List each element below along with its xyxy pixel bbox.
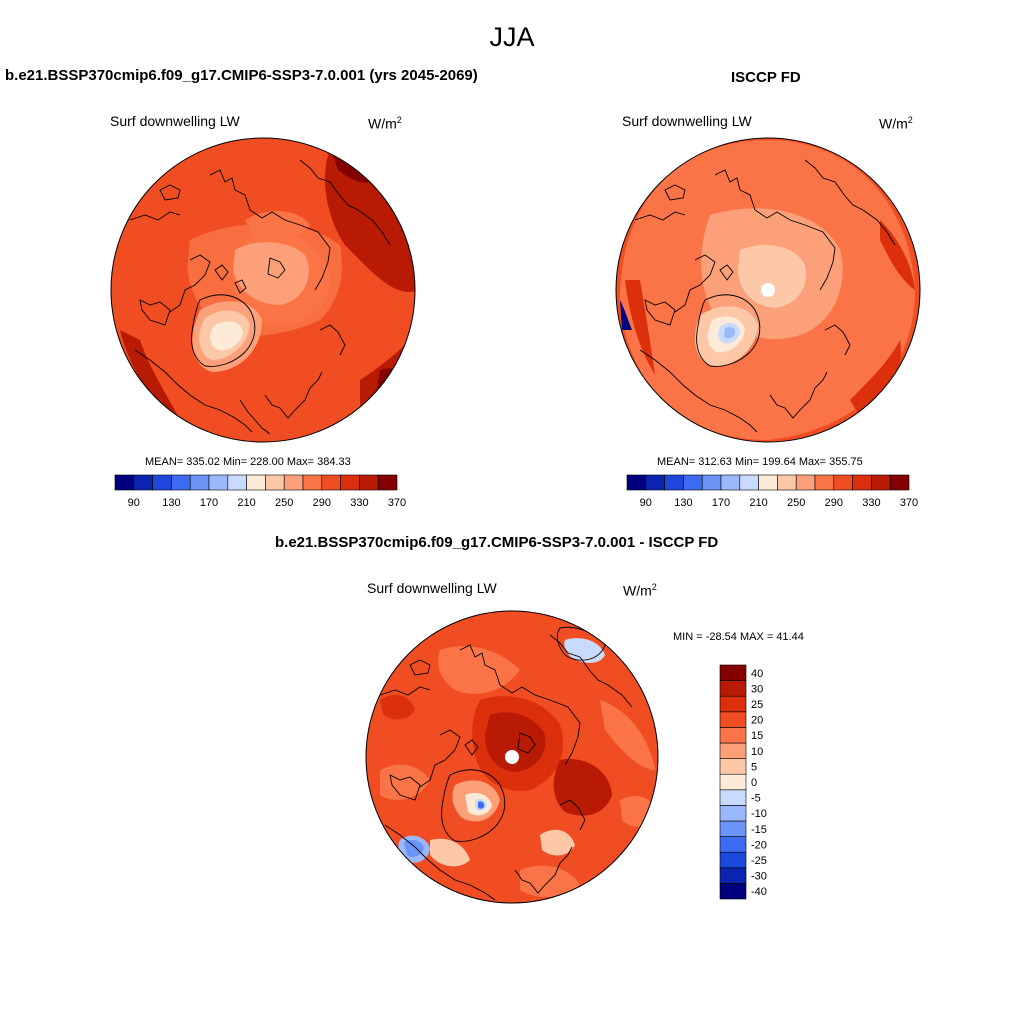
model-colorbar-tick-label: 290	[313, 497, 331, 509]
diff-colorbar-tick-label: 20	[751, 715, 763, 727]
model-colorbar-swatch	[265, 474, 285, 491]
diff-colorbar-swatch	[719, 711, 747, 728]
obs-colorbar-swatch	[852, 474, 872, 491]
model-colorbar-swatch	[377, 474, 398, 491]
model-colorbar-tick-label: 250	[275, 497, 293, 509]
diff-colorbar-swatch	[719, 664, 747, 681]
obs-colorbar-tick-label: 290	[825, 497, 843, 509]
obs-variable-label: Surf downwelling LW	[622, 113, 752, 129]
obs-colorbar-tick-label: 170	[712, 497, 730, 509]
diff-colorbar-tick-label: -20	[751, 839, 767, 851]
diff-colorbar-swatch	[719, 695, 747, 713]
obs-colorbar-tick-label: 370	[900, 497, 918, 509]
diff-colorbar-swatch	[719, 742, 747, 759]
model-panel-title: b.e21.BSSP370cmip6.f09_g17.CMIP6-SSP3-7.…	[5, 67, 478, 84]
diff-colorbar-tick-label: -5	[751, 793, 761, 805]
diff-colorbar-tick-label: 10	[751, 746, 763, 758]
obs-colorbar-tick-label: 250	[787, 497, 805, 509]
obs-colorbar-swatch	[701, 474, 722, 491]
model-colorbar-swatch	[208, 474, 229, 491]
model-colorbar-tick-label: 370	[388, 497, 406, 509]
diff-polar-map	[365, 610, 659, 904]
model-polar-map	[110, 137, 416, 443]
obs-colorbar-tick-label: 90	[640, 497, 652, 509]
diff-colorbar-swatch	[719, 727, 747, 744]
obs-panel-title: ISCCP FD	[731, 69, 801, 86]
diff-colorbar-tick-label: -25	[751, 855, 767, 867]
diff-stats: MIN = -28.54 MAX = 41.44	[673, 631, 804, 643]
diff-colorbar-tick-label: 25	[751, 699, 763, 711]
obs-colorbar-swatch	[683, 474, 703, 491]
obs-colorbar-tick-label: 130	[674, 497, 692, 509]
model-colorbar-swatch	[114, 474, 135, 491]
model-colorbar-swatch	[321, 474, 341, 491]
obs-polar-map	[615, 137, 921, 443]
model-colorbar-swatch	[171, 474, 191, 491]
obs-colorbar-swatch	[889, 474, 910, 491]
diff-colorbar-swatch	[719, 820, 747, 837]
obs-colorbar-tick-label: 210	[749, 497, 767, 509]
model-colorbar-swatch	[227, 474, 247, 491]
model-variable-label: Surf downwelling LW	[110, 113, 240, 129]
diff-colorbar-tick-label: -30	[751, 871, 767, 883]
diff-units: W/m2	[623, 582, 657, 599]
obs-polar-gap	[761, 283, 775, 297]
obs-units: W/m2	[879, 115, 913, 132]
model-colorbar-swatch	[340, 474, 360, 491]
obs-stats: MEAN= 312.63 Min= 199.64 Max= 355.75	[657, 456, 863, 468]
diff-colorbar-tick-label: 15	[751, 730, 763, 742]
model-colorbar-swatch	[302, 474, 323, 491]
obs-colorbar-swatch	[645, 474, 665, 491]
model-colorbar-tick-label: 90	[128, 497, 140, 509]
model-colorbar: 90 130 170 210 250 290 330 370	[114, 474, 406, 509]
model-colorbar-swatch	[359, 474, 379, 491]
diff-panel-title: b.e21.BSSP370cmip6.f09_g17.CMIP6-SSP3-7.…	[275, 534, 719, 551]
model-colorbar-swatch	[133, 474, 153, 491]
model-colorbar-swatch	[189, 474, 210, 491]
model-colorbar-swatch	[152, 474, 172, 491]
diff-colorbar-tick-label: -15	[751, 824, 767, 836]
model-colorbar-tick-label: 170	[200, 497, 218, 509]
figure-title: JJA	[489, 22, 535, 52]
model-colorbar-tick-label: 130	[162, 497, 180, 509]
obs-colorbar-swatch	[626, 474, 647, 491]
diff-colorbar-swatch	[719, 805, 747, 822]
diff-variable-label: Surf downwelling LW	[367, 580, 497, 596]
obs-colorbar-swatch	[758, 474, 778, 491]
model-stats: MEAN= 335.02 Min= 228.00 Max= 384.33	[145, 456, 351, 468]
diff-polar-gap	[505, 750, 519, 764]
obs-colorbar-swatch	[739, 474, 759, 491]
diff-colorbar-swatch	[719, 773, 747, 791]
obs-colorbar-swatch	[833, 474, 853, 491]
diff-colorbar-swatch	[719, 867, 747, 884]
obs-colorbar-swatch	[720, 474, 741, 491]
diff-colorbar-swatch	[719, 758, 747, 775]
diff-colorbar-tick-label: 0	[751, 777, 757, 789]
diff-colorbar: -40 -30 -25 -20 -15 -10 -5 0 5 10 15 20 25 30 40	[719, 664, 767, 900]
diff-colorbar-swatch	[719, 851, 747, 869]
diff-colorbar-tick-label: 40	[751, 668, 763, 680]
obs-colorbar-swatch	[664, 474, 684, 491]
obs-colorbar-swatch	[777, 474, 797, 491]
diff-colorbar-tick-label: 5	[751, 761, 757, 773]
obs-colorbar-swatch	[871, 474, 891, 491]
obs-colorbar: 90 130 170 210 250 290 330 370	[626, 474, 918, 509]
model-colorbar-tick-label: 210	[237, 497, 255, 509]
model-colorbar-tick-label: 330	[350, 497, 368, 509]
diff-colorbar-swatch	[719, 789, 747, 806]
diff-colorbar-tick-label: -10	[751, 808, 767, 820]
obs-colorbar-tick-label: 330	[862, 497, 880, 509]
diff-colorbar-tick-label: 30	[751, 683, 763, 695]
obs-colorbar-swatch	[795, 474, 816, 491]
model-colorbar-swatch	[283, 474, 304, 491]
diff-colorbar-swatch	[719, 680, 747, 697]
model-units: W/m2	[368, 115, 402, 132]
diff-colorbar-swatch	[719, 836, 747, 853]
model-colorbar-swatch	[246, 474, 266, 491]
obs-colorbar-swatch	[814, 474, 835, 491]
diff-colorbar-swatch	[719, 883, 747, 900]
diff-colorbar-tick-label: -40	[751, 886, 767, 898]
